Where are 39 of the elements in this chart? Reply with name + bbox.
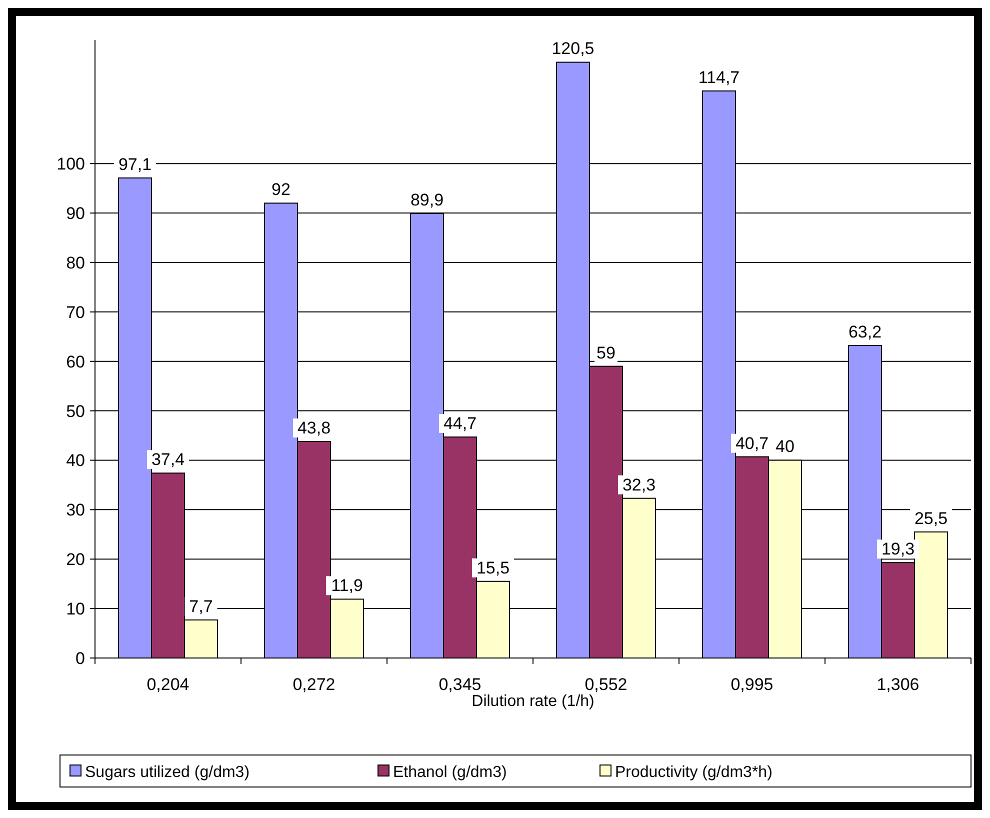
- data-label: 19,3: [881, 540, 915, 559]
- data-label: 40,7: [735, 434, 769, 453]
- data-label: 37,4: [151, 450, 185, 470]
- legend-label: Productivity (g/dm3*h): [615, 764, 772, 781]
- data-label: 25,5: [914, 508, 948, 528]
- data-label: 44,7: [443, 414, 477, 434]
- data-label: 114,7: [698, 68, 740, 87]
- y-tick-label: 0: [76, 649, 85, 668]
- x-tick-label: 0,272: [292, 675, 336, 694]
- data-label: 63,2: [848, 322, 882, 342]
- data-label: 59: [596, 343, 616, 362]
- y-tick-label: 20: [66, 550, 85, 570]
- x-tick-label: 1,306: [876, 675, 920, 694]
- y-tick-label: 50: [66, 402, 85, 421]
- y-tick-label: 10: [66, 600, 85, 619]
- y-tick-label: 90: [66, 204, 85, 224]
- y-tick-label: 70: [66, 302, 85, 322]
- y-tick-label: 100: [56, 154, 85, 174]
- data-label: 7,7: [189, 596, 213, 616]
- x-tick-label: 0,204: [146, 675, 190, 694]
- x-axis-title: Dilution rate (1/h): [472, 693, 594, 710]
- data-label: 97,1: [118, 154, 152, 174]
- y-tick-label: 30: [66, 500, 85, 520]
- legend-label: Ethanol (g/dm3): [393, 764, 507, 781]
- data-label: 92: [272, 180, 290, 200]
- y-tick-label: 80: [66, 253, 85, 272]
- legend-label: Sugars utilized (g/dm3): [85, 764, 250, 781]
- data-label: 40: [776, 437, 794, 456]
- data-label: 11,9: [331, 576, 363, 596]
- data-label: 120,5: [552, 39, 594, 58]
- y-tick-label: 60: [66, 352, 85, 372]
- x-tick-label: 0,552: [584, 675, 628, 694]
- data-label: 32,3: [622, 475, 656, 494]
- y-tick-label: 40: [66, 451, 85, 470]
- x-tick-label: 0,995: [730, 675, 774, 694]
- x-tick-label: 0,345: [438, 675, 482, 694]
- data-label: 89,9: [410, 190, 444, 210]
- data-label: 43,8: [297, 418, 331, 438]
- data-label: 15,5: [476, 558, 510, 578]
